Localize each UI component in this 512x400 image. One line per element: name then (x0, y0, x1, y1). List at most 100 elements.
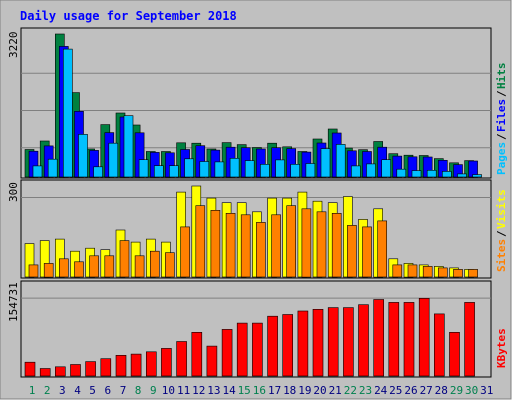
legend-separator: / (495, 90, 508, 97)
x-tick-label-day-17: 17 (268, 384, 281, 397)
x-tick-label-day-29: 29 (450, 384, 463, 397)
bar-pages-day-24 (381, 159, 392, 178)
bar-sites-day-1 (28, 264, 39, 278)
bar-pages-day-2 (47, 158, 58, 178)
x-tick-label-day-15: 15 (238, 384, 251, 397)
bar-kbytes-day-14 (221, 329, 233, 377)
bar-pages-day-7 (123, 115, 134, 178)
bar-sites-day-7 (119, 240, 130, 278)
bar-kbytes-day-30 (464, 302, 475, 377)
x-tick-label-day-3: 3 (59, 384, 66, 397)
x-tick-label-day-2: 2 (44, 384, 51, 397)
x-tick-label-day-7: 7 (120, 384, 127, 397)
bar-sites-day-8 (134, 255, 145, 278)
panel-kbytes-bars (24, 297, 475, 377)
bar-pages-day-19 (305, 163, 316, 178)
panel-kbytes-ymax-label: 154731 (7, 282, 20, 322)
bar-sites-day-18 (286, 205, 297, 278)
x-tick-label-day-24: 24 (374, 384, 388, 397)
panel-visits-bars (24, 185, 478, 278)
legend-hits: Hits (495, 63, 508, 90)
bar-sites-day-20 (316, 211, 327, 278)
x-tick-label-day-1: 1 (29, 384, 36, 397)
panel-kbytes-legend: KBytes (495, 328, 508, 368)
x-tick-label-day-30: 30 (465, 384, 478, 397)
bar-sites-day-22 (347, 225, 357, 278)
bar-pages-day-21 (335, 144, 346, 178)
bar-pages-day-22 (351, 165, 361, 178)
x-tick-label-day-6: 6 (104, 384, 111, 397)
x-tick-label-day-22: 22 (344, 384, 357, 397)
x-tick-label-day-25: 25 (389, 384, 402, 397)
bar-sites-day-27 (422, 266, 433, 278)
bar-kbytes-day-27 (418, 297, 430, 377)
bar-kbytes-day-19 (297, 310, 309, 377)
panel-visits-legend: Sites /Visits (495, 189, 508, 272)
bar-sites-day-14 (225, 213, 236, 278)
bar-sites-day-5 (89, 255, 99, 278)
x-tick-label-day-11: 11 (177, 384, 190, 397)
bar-kbytes-day-23 (358, 304, 369, 377)
bar-kbytes-day-3 (54, 366, 66, 377)
legend-files: Files (495, 99, 508, 132)
bar-pages-day-4 (78, 134, 88, 178)
x-tick-label-day-31: 31 (480, 384, 493, 397)
bar-sites-day-21 (331, 213, 342, 278)
x-tick-label-day-20: 20 (313, 384, 326, 397)
bar-sites-day-24 (377, 220, 388, 278)
bar-kbytes-day-11 (176, 341, 187, 377)
legend-kbytes: KBytes (495, 328, 508, 368)
bar-pages-day-17 (275, 159, 285, 178)
bar-kbytes-day-20 (312, 308, 324, 377)
bar-pages-day-5 (93, 166, 103, 178)
bar-pages-day-28 (441, 171, 452, 178)
bar-sites-day-19 (301, 208, 312, 278)
panel-hits-bars (24, 33, 482, 178)
bar-sites-day-25 (392, 264, 403, 278)
bar-sites-day-2 (43, 263, 54, 278)
bar-kbytes-day-10 (161, 348, 172, 377)
bar-kbytes-day-6 (100, 358, 112, 377)
bar-sites-day-11 (180, 226, 190, 278)
legend-visits: Visits (495, 189, 508, 229)
bar-kbytes-day-9 (146, 351, 157, 377)
x-tick-label-day-19: 19 (298, 384, 311, 397)
x-tick-label-day-4: 4 (74, 384, 81, 397)
bar-kbytes-day-12 (191, 331, 203, 377)
bar-kbytes-day-13 (206, 345, 218, 377)
bar-sites-day-30 (468, 269, 478, 278)
bar-sites-day-10 (165, 252, 175, 278)
bar-sites-day-4 (74, 261, 84, 278)
bar-pages-day-25 (396, 168, 407, 178)
x-tick-label-day-28: 28 (435, 384, 448, 397)
bar-pages-day-8 (138, 159, 149, 178)
bar-kbytes-day-22 (343, 307, 354, 377)
legend-sites: Sites (495, 239, 508, 272)
bar-pages-day-1 (32, 165, 43, 178)
bar-sites-day-23 (362, 226, 372, 278)
bar-pages-day-27 (426, 170, 437, 178)
bar-kbytes-day-25 (388, 302, 400, 377)
bar-kbytes-day-5 (85, 361, 96, 377)
bar-pages-day-3 (62, 48, 73, 178)
bar-pages-day-29 (457, 173, 467, 178)
x-tick-label-day-27: 27 (420, 384, 433, 397)
x-tick-label-day-16: 16 (253, 384, 266, 397)
bar-kbytes-day-17 (267, 315, 278, 377)
bar-pages-day-26 (411, 170, 422, 178)
bar-kbytes-day-4 (70, 364, 81, 377)
bar-sites-day-17 (271, 214, 281, 278)
panel-hits-ymax-label: 3220 (7, 32, 20, 59)
bar-pages-day-10 (169, 165, 179, 178)
bar-pages-day-11 (184, 158, 194, 178)
bar-pages-day-15 (244, 160, 255, 178)
bar-sites-day-16 (256, 222, 266, 278)
bar-pages-day-6 (108, 142, 119, 178)
x-tick-label-day-18: 18 (283, 384, 296, 397)
bar-pages-day-30 (472, 174, 482, 178)
bar-kbytes-day-28 (433, 313, 445, 377)
bar-sites-day-26 (407, 264, 418, 278)
x-tick-label-day-12: 12 (192, 384, 205, 397)
x-tick-label-day-26: 26 (404, 384, 417, 397)
